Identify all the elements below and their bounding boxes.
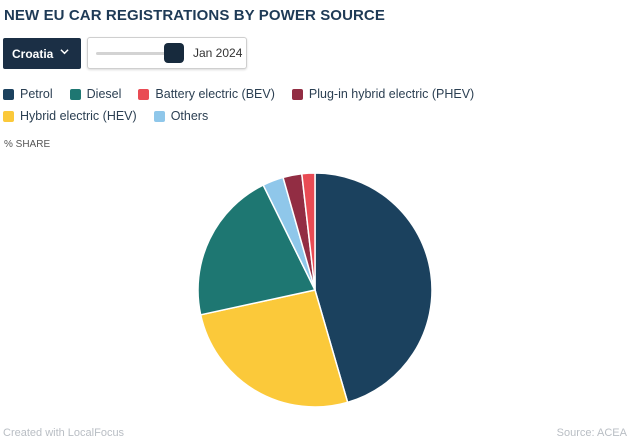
slider-thumb[interactable] — [164, 43, 184, 63]
legend-item[interactable]: Diesel — [69, 87, 122, 101]
value-label: % SHARE — [4, 139, 51, 150]
slider-track[interactable] — [96, 52, 176, 55]
legend-item[interactable]: Plug-in hybrid electric (PHEV) — [291, 87, 475, 101]
legend-label: Plug-in hybrid electric (PHEV) — [308, 87, 475, 101]
country-dropdown[interactable]: Croatia — [3, 38, 81, 69]
legend-swatch — [69, 88, 81, 100]
pie-slice-diesel[interactable] — [197, 184, 316, 316]
legend-label: Hybrid electric (HEV) — [20, 109, 137, 123]
chart-title: NEW EU CAR REGISTRATIONS BY POWER SOURCE — [4, 7, 385, 24]
legend-item[interactable]: Others — [153, 109, 209, 123]
legend-label: Others — [170, 109, 209, 123]
legend-label: Battery electric (BEV) — [155, 87, 275, 101]
chevron-down-icon — [60, 49, 69, 55]
slider-date-label: Jan 2024 — [193, 46, 243, 60]
country-dropdown-label: Croatia — [12, 46, 54, 61]
legend-item[interactable]: Hybrid electric (HEV) — [3, 109, 137, 123]
legend-swatch — [3, 88, 14, 100]
legend-label: Diesel — [86, 87, 122, 101]
legend-swatch — [291, 88, 303, 100]
legend-label: Petrol — [20, 87, 53, 101]
credit-text: Created with LocalFocus — [3, 427, 125, 439]
date-slider[interactable]: Jan 2024 — [87, 37, 247, 69]
source-text: Source: ACEA — [556, 427, 627, 439]
legend-item[interactable]: Petrol — [3, 87, 53, 101]
legend-item[interactable]: Battery electric (BEV) — [138, 87, 275, 101]
pie-slice-battery-electric-bev[interactable] — [301, 172, 316, 291]
legend-swatch — [153, 110, 165, 122]
legend: Petrol Diesel Battery electric (BEV) Plug-i… — [3, 87, 628, 123]
legend-swatch — [138, 88, 150, 100]
pie-slice-hybrid-electric-hev[interactable] — [199, 289, 349, 408]
legend-swatch — [3, 110, 14, 122]
pie-slice-petrol[interactable] — [314, 172, 433, 404]
